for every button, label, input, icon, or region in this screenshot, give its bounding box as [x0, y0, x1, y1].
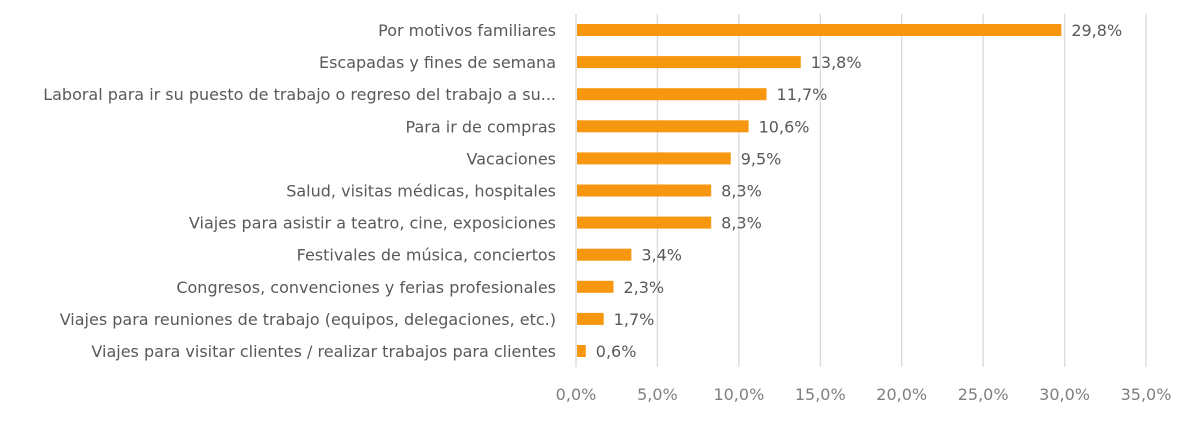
x-tick-label: 20,0% — [876, 385, 927, 404]
x-tick-label: 0,0% — [556, 385, 597, 404]
bar — [577, 248, 632, 261]
data-label: 13,8% — [811, 53, 862, 72]
bar — [577, 120, 749, 133]
x-tick-label: 35,0% — [1121, 385, 1172, 404]
category-label: Vacaciones — [467, 149, 556, 168]
category-label: Escapadas y fines de semana — [319, 53, 556, 72]
bar — [577, 312, 604, 325]
bar — [577, 152, 731, 165]
category-label: Laboral para ir su puesto de trabajo o r… — [43, 85, 556, 104]
data-labels: 29,8% 13,8% 11,7% 10,6% 9,5% 8,3% 8,3% 3,4% 2,3%… — [596, 21, 1122, 361]
category-label: Congresos, convenciones y ferias profesi… — [176, 278, 556, 297]
x-tick-label: 25,0% — [958, 385, 1009, 404]
data-label: 10,6% — [759, 117, 810, 136]
category-label: Viajes para asistir a teatro, cine, expo… — [189, 214, 556, 233]
data-label: 11,7% — [777, 85, 828, 104]
x-axis-tick-labels: 0,0% 5,0% 10,0% 15,0% 20,0% 25,0% 30,0% 35,0% — [556, 385, 1172, 404]
category-label: Salud, visitas médicas, hospitales — [286, 182, 556, 201]
x-tick-label: 15,0% — [795, 385, 846, 404]
gridlines — [575, 14, 1147, 367]
data-label: 0,6% — [596, 342, 637, 361]
bar — [577, 88, 767, 101]
category-label: Para ir de compras — [406, 117, 556, 136]
bar — [577, 216, 712, 229]
category-label: Festivales de música, conciertos — [297, 246, 556, 265]
x-tick-label: 10,0% — [713, 385, 764, 404]
data-label: 2,3% — [623, 278, 664, 297]
data-label: 8,3% — [721, 214, 762, 233]
data-label: 1,7% — [614, 310, 655, 329]
bar — [577, 184, 712, 197]
data-label: 8,3% — [721, 182, 762, 201]
bars — [577, 24, 1062, 357]
category-labels: Por motivos familiares Escapadas y fines … — [43, 21, 556, 361]
x-tick-label: 5,0% — [637, 385, 678, 404]
x-tick-label: 30,0% — [1039, 385, 1090, 404]
data-label: 3,4% — [641, 246, 682, 265]
category-label: Por motivos familiares — [378, 21, 556, 40]
data-label: 9,5% — [741, 149, 782, 168]
category-label: Viajes para reuniones de trabajo (equipo… — [60, 310, 556, 329]
bar — [577, 56, 801, 69]
bar — [577, 24, 1062, 36]
data-label: 29,8% — [1071, 21, 1122, 40]
category-label: Viajes para visitar clientes / realizar … — [91, 342, 556, 361]
bar — [577, 280, 614, 293]
bar — [577, 345, 586, 357]
